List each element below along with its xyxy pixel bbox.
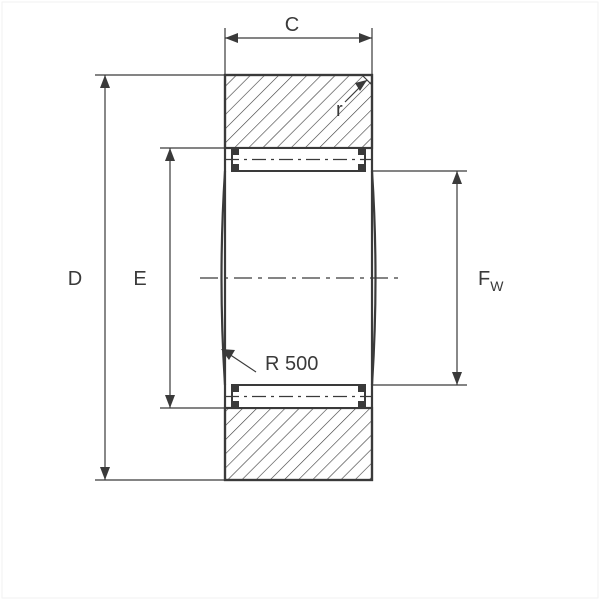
hatch-top <box>225 75 372 148</box>
label-fw: FW <box>478 268 504 294</box>
label-r500: R 500 <box>265 353 318 375</box>
label-e: E <box>133 268 146 290</box>
label-d: D <box>68 268 82 290</box>
dimension-c: C <box>225 14 372 75</box>
bearing-cross-section-diagram: C r D E FW R 500 <box>0 0 600 600</box>
radius-callout: R 500 <box>221 349 318 375</box>
label-r: r <box>336 99 343 121</box>
dimension-fw: FW <box>372 171 504 385</box>
hatch-bottom <box>225 408 372 480</box>
label-c: C <box>285 14 299 36</box>
